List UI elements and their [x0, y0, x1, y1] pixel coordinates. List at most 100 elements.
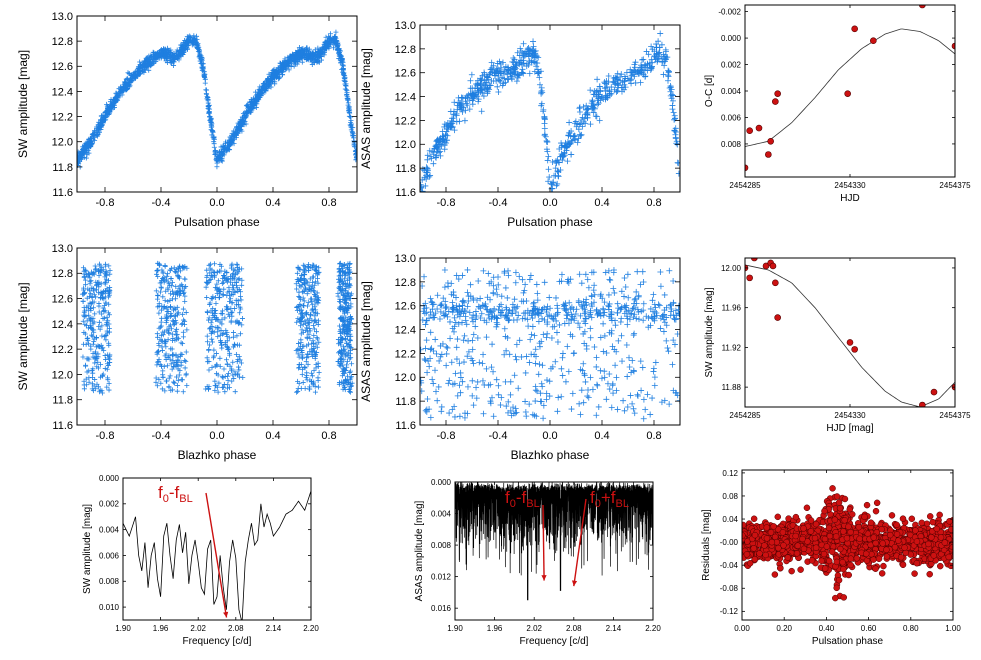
data-point: [304, 45, 310, 51]
data-point: [590, 287, 597, 294]
data-point: [245, 104, 251, 110]
data-point: [99, 323, 105, 329]
data-point: [558, 393, 565, 400]
data-point: [473, 313, 480, 320]
data-point: [494, 65, 501, 72]
data-point: [526, 276, 533, 283]
data-point: [154, 359, 160, 365]
data-point: [667, 301, 674, 308]
data-point: [89, 368, 95, 374]
data-point: [95, 351, 101, 357]
data-point: [437, 135, 444, 142]
data-point: [657, 269, 664, 276]
data-point: [423, 337, 430, 344]
data-point: [336, 55, 342, 61]
data-point: [510, 59, 517, 66]
data-point: [564, 343, 571, 350]
data-point: [345, 266, 351, 272]
data-point: [624, 315, 631, 322]
data-point: [577, 411, 584, 418]
data-point: [254, 92, 260, 98]
data-point: [227, 352, 233, 358]
data-point: [324, 41, 330, 47]
data-point: [343, 83, 349, 89]
data-point: [441, 267, 448, 274]
data-point: [571, 315, 578, 322]
data-point: [98, 270, 104, 276]
data-point: [461, 332, 468, 339]
data-point: [182, 293, 188, 299]
data-point: [235, 364, 241, 370]
data-point: [561, 152, 568, 159]
data-point: [224, 306, 230, 312]
data-point: [183, 371, 189, 377]
data-point: [651, 314, 658, 321]
data-point: [499, 82, 506, 89]
data-point: [309, 279, 315, 285]
data-point: [746, 274, 753, 282]
data-point: [662, 48, 669, 55]
data-point: [280, 71, 286, 77]
data-point: [535, 69, 542, 76]
data-point: [224, 269, 230, 275]
data-point: [102, 366, 108, 372]
data-point: [469, 314, 476, 321]
data-point: [80, 151, 86, 157]
data-point: [231, 141, 237, 147]
data-point: [452, 370, 459, 377]
data-point: [420, 166, 426, 173]
plot-area: [420, 266, 680, 422]
data-point: [179, 377, 185, 383]
data-point: [98, 374, 104, 380]
data-point: [436, 316, 443, 323]
data-point: [349, 361, 355, 367]
data-point: [348, 345, 354, 351]
data-point: [502, 312, 509, 319]
data-point: [167, 373, 173, 379]
data-point: [620, 397, 627, 404]
data-point: [486, 315, 493, 322]
data-point: [580, 399, 587, 406]
data-point: [429, 306, 436, 313]
data-point: [472, 323, 479, 330]
data-point: [229, 368, 235, 374]
data-point: [168, 313, 174, 319]
data-point: [203, 284, 209, 290]
data-point: [220, 276, 226, 282]
data-point: [301, 53, 307, 59]
data-point: [207, 300, 213, 306]
data-point: [341, 281, 347, 287]
data-point: [175, 377, 181, 383]
data-point: [344, 90, 350, 96]
data-point: [443, 362, 450, 369]
data-point: [556, 159, 563, 166]
data-point: [624, 373, 631, 380]
data-point: [309, 299, 315, 305]
data-point: [568, 316, 575, 323]
data-point: [468, 355, 475, 362]
data-point: [204, 333, 210, 339]
data-point: [421, 310, 428, 317]
data-point: [107, 356, 113, 362]
data-point: [195, 49, 201, 55]
data-point: [538, 87, 545, 94]
data-point: [511, 372, 518, 379]
data-point: [323, 34, 329, 40]
data-point: [493, 315, 500, 322]
data-point: [604, 84, 611, 91]
data-point: [132, 71, 138, 77]
data-point: [509, 70, 516, 77]
data-point: [539, 383, 546, 390]
data-point: [614, 87, 621, 94]
x-tick-label: 2454285: [729, 181, 761, 190]
y-tick-label: 12.0: [395, 139, 416, 151]
data-point: [296, 289, 302, 295]
data-point: [206, 384, 212, 390]
data-point: [422, 321, 429, 328]
data-point: [614, 309, 621, 316]
data-point: [624, 321, 631, 328]
data-point: [112, 97, 118, 103]
data-point: [543, 396, 550, 403]
data-point: [602, 269, 609, 276]
data-point: [473, 395, 480, 402]
